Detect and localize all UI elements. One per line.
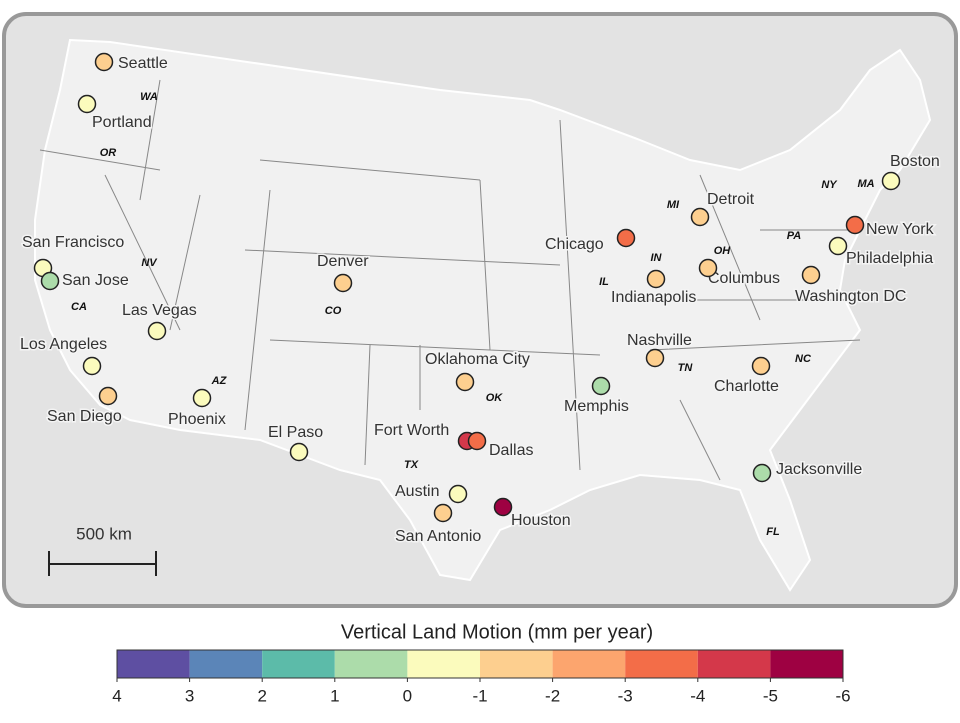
city-label: Columbus	[708, 270, 780, 287]
state-label: WA	[140, 91, 158, 103]
state-label: FL	[766, 526, 780, 538]
city-marker	[828, 236, 848, 256]
state-label: IN	[651, 252, 663, 264]
city-marker	[646, 269, 666, 289]
city-label: Dallas	[489, 442, 533, 459]
city-marker	[94, 52, 114, 72]
city-marker	[147, 321, 167, 341]
city-label: Nashville	[627, 332, 692, 349]
city-label: New York	[866, 221, 935, 238]
city-label: Seattle	[118, 55, 168, 72]
colorbar-segment	[117, 650, 190, 678]
city-label: Washington DC	[795, 288, 906, 305]
state-label: TN	[678, 362, 694, 374]
state-label: OK	[486, 392, 504, 404]
colorbar-tick-label: -2	[545, 686, 560, 705]
colorbar-tick-label: 3	[185, 686, 194, 705]
city-label: San Jose	[62, 272, 129, 289]
state-label: OR	[100, 147, 117, 159]
state-label: CA	[71, 301, 87, 313]
city-label: Charlotte	[714, 378, 779, 395]
city-marker	[752, 463, 772, 483]
colorbar-segment	[697, 650, 771, 678]
state-label: NY	[821, 179, 838, 191]
state-label: MA	[857, 178, 874, 190]
city-label: Detroit	[707, 191, 755, 208]
city-marker	[591, 376, 611, 396]
colorbar-tick-label: 0	[403, 686, 412, 705]
colorbar-segment	[480, 650, 553, 678]
colorbar-segment	[407, 650, 480, 678]
state-label: MI	[667, 199, 680, 211]
state-label: NV	[141, 257, 158, 269]
city-label: Oklahoma City	[425, 351, 530, 368]
city-label: El Paso	[268, 424, 323, 441]
city-marker	[616, 228, 636, 248]
city-label: San Francisco	[22, 234, 124, 251]
city-label: Las Vegas	[122, 302, 197, 319]
colorbar-tick-label: -3	[618, 686, 633, 705]
colorbar-tick-label: 4	[112, 686, 121, 705]
city-marker	[881, 171, 901, 191]
scale-bar: 500 km	[48, 524, 157, 576]
city-marker	[433, 503, 453, 523]
colorbar-segment	[552, 650, 626, 678]
city-marker	[289, 442, 309, 462]
city-marker	[845, 215, 865, 235]
state-label: IL	[599, 276, 609, 288]
city-marker	[645, 348, 665, 368]
colorbar-tick-label: -4	[690, 686, 705, 705]
city-label: Chicago	[545, 236, 604, 253]
colorbar-tick-label: -1	[472, 686, 487, 705]
city-label: Houston	[511, 512, 571, 529]
colorbar-segment	[625, 650, 698, 678]
colorbar-segment	[334, 650, 408, 678]
city-label: Phoenix	[168, 411, 226, 428]
city-label: Fort Worth	[374, 422, 449, 439]
city-marker	[82, 356, 102, 376]
colorbar-tick-label: 2	[257, 686, 266, 705]
colorbar-tick-label: 1	[330, 686, 339, 705]
state-label: CO	[325, 305, 342, 317]
scale-bar-label: 500 km	[76, 524, 132, 543]
city-marker	[192, 388, 212, 408]
scale-bar-line	[48, 551, 157, 576]
city-marker	[467, 431, 487, 451]
city-label: Philadelphia	[846, 250, 933, 267]
colorbar-title: Vertical Land Motion (mm per year)	[341, 621, 653, 643]
city-label: Los Angeles	[20, 336, 107, 353]
city-label: Boston	[890, 153, 940, 170]
state-label: OH	[714, 245, 732, 257]
colorbar-tick-label: -5	[763, 686, 778, 705]
city-marker	[493, 497, 513, 517]
city-label: San Diego	[47, 408, 122, 425]
city-marker	[751, 356, 771, 376]
city-label: Portland	[92, 114, 152, 131]
city-marker	[801, 265, 821, 285]
city-label: Memphis	[564, 398, 629, 415]
state-label: PA	[787, 230, 802, 242]
state-borders	[39, 79, 861, 481]
city-label: Jacksonville	[776, 461, 862, 478]
colorbar-segment	[189, 650, 263, 678]
city-marker	[40, 271, 60, 291]
city-marker	[690, 207, 710, 227]
colorbar-segment	[262, 650, 335, 678]
city-marker	[448, 484, 468, 504]
city-label: Austin	[395, 483, 439, 500]
city-marker	[698, 258, 718, 278]
state-label: NC	[795, 353, 812, 365]
city-label: San Antonio	[395, 528, 481, 545]
colorbar-segment	[770, 650, 843, 678]
city-marker	[98, 386, 118, 406]
city-label: Denver	[317, 253, 369, 270]
state-label: AZ	[211, 375, 228, 387]
colorbar-tick-label: -6	[835, 686, 850, 705]
city-marker	[455, 372, 475, 392]
state-label: TX	[404, 459, 419, 471]
city-label: Indianapolis	[611, 289, 696, 306]
city-marker	[77, 94, 97, 114]
city-marker	[333, 273, 353, 293]
